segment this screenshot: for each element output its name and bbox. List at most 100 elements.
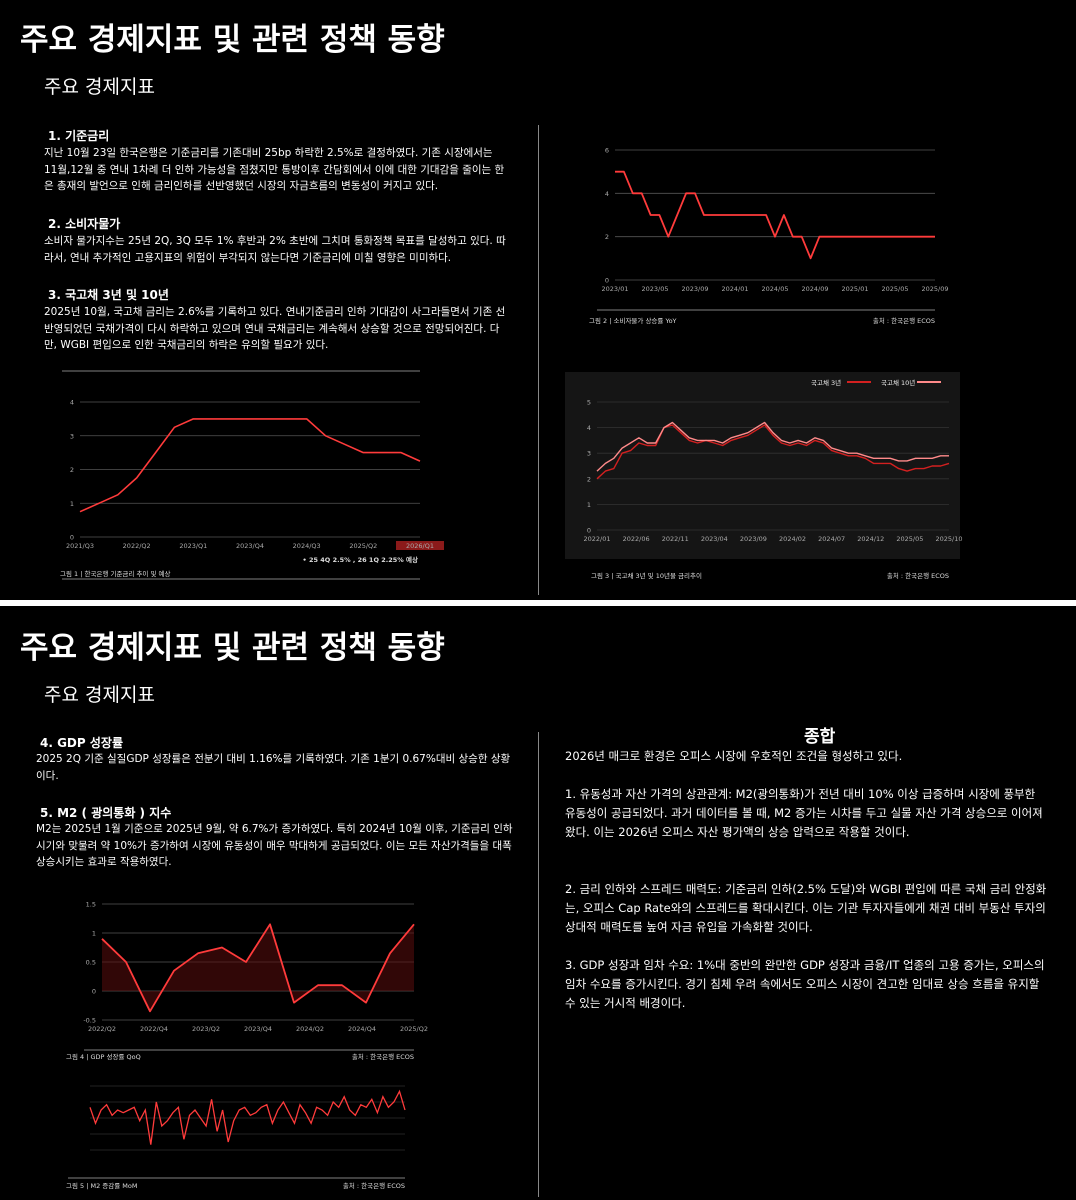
chart-bond-yields: 0 1 2 3 4 5 2022/01 2022/06 2022/11 2023/04 2023/0… <box>565 372 963 580</box>
series-line-1 <box>615 170 935 260</box>
x-tick-label: 2024/Q3 <box>293 542 321 550</box>
x-tick-label: 2022/06 <box>623 535 650 543</box>
chart-cpi: 0 2 4 6 2023/01 2023/05 2023/09 2024/01 2024/05 2… <box>589 147 949 326</box>
y-tick-label: 4 <box>587 424 591 432</box>
chart-caption: 그림 4 | GDP 성장률 QoQ <box>66 1052 141 1061</box>
chart-background <box>565 372 960 559</box>
x-tick-label: 2022/11 <box>662 535 689 543</box>
x-tick-label: 2025/01 <box>841 285 868 293</box>
section-text-gdp: 2025 2Q 기준 실질GDP 성장률은 전분기 대비 1.16%를 기록하였… <box>36 753 511 782</box>
x-tick-label: 2024/07 <box>818 535 845 543</box>
x-tick-label: 2025/09 <box>921 285 948 293</box>
series-line-2 <box>596 421 949 472</box>
chart-note: • 25 4Q 2.5% , 26 1Q 2.25% 예상 <box>303 555 418 564</box>
slide-1: 주요 경제지표 및 관련 정책 동향 주요 경제지표 1. 기준금리 지난 10… <box>0 0 1076 600</box>
highlight-tick-box <box>396 541 444 550</box>
section-heading-cpi: 2. 소비자물가 <box>48 217 121 231</box>
x-tick-label: 2023/01 <box>601 285 628 293</box>
x-tick-label: 2026/Q1 <box>406 542 434 550</box>
x-tick-label: 2022/Q2 <box>88 1025 116 1033</box>
chart-base-rate: 0 1 2 3 4 2021/Q3 2022/Q2 2023/Q1 2023/Q4 2024/Q3… <box>60 370 444 580</box>
section-heading-bond: 3. 국고채 3년 및 10년 <box>48 288 169 302</box>
summary-title: 종합 <box>804 727 836 747</box>
x-tick-label: 2023/04 <box>701 535 728 543</box>
y-tick-label: 1 <box>92 930 96 938</box>
x-tick-label: 2024/01 <box>721 285 748 293</box>
x-tick-label: 2023/09 <box>740 535 767 543</box>
x-tick-label: 2023/Q2 <box>192 1025 220 1033</box>
summary-point-2: 2. 금리 인하와 스프레드 매력도: 기준금리 인하(2.5% 도달)와 WG… <box>565 882 1047 934</box>
y-tick-label: 1.5 <box>86 901 96 909</box>
x-tick-label: 2024/Q4 <box>348 1025 376 1033</box>
y-tick-label: 0 <box>587 527 591 535</box>
series-area <box>102 924 414 1012</box>
x-tick-label: 2022/Q2 <box>123 542 151 550</box>
y-tick-label: 0 <box>92 988 96 996</box>
chart-source: 출처 : 한국은행 ECOS <box>352 1052 414 1061</box>
x-tick-label: 2023/09 <box>681 285 708 293</box>
x-tick-label: 2025/Q2 <box>400 1025 428 1033</box>
chart-caption: 그림 5 | M2 증감률 MoM <box>66 1182 138 1190</box>
y-tick-label: 3 <box>70 432 74 440</box>
x-tick-label: 2024/02 <box>779 535 806 543</box>
section-text-cpi: 소비자 물가지수는 25년 2Q, 3Q 모두 1% 후반과 2% 초반에 그치… <box>44 235 506 264</box>
legend-label: 국고채 3년 <box>811 378 841 387</box>
chart-caption: 그림 2 | 소비자물가 상승률 YoY <box>589 316 677 325</box>
x-tick-label: 2024/12 <box>857 535 884 543</box>
x-tick-label: 2025/05 <box>896 535 923 543</box>
slide-title: 주요 경제지표 및 관련 정책 동향 <box>20 630 445 666</box>
series-line-1 <box>79 418 421 513</box>
chart-source: 출처 : 한국은행 ECOS <box>887 571 949 580</box>
series-line-1 <box>89 1089 406 1145</box>
y-tick-label: 1 <box>70 500 74 508</box>
y-tick-label: 5 <box>587 399 591 407</box>
y-tick-label: 4 <box>70 399 74 407</box>
section-text-rate: 지난 10월 23일 한국은행은 기준금리를 기존대비 25bp 하락한 2.5… <box>44 147 505 192</box>
summary-point-1: 1. 유동성과 자산 가격의 상관관계: M2(광의통화)가 전년 대비 10%… <box>565 787 1043 839</box>
series-line-1 <box>101 923 415 1013</box>
chart-gdp: -0.5 0 0.5 1 1.5 2022/Q2 2022/Q4 2023/Q2 2023/Q4… <box>66 901 428 1062</box>
legend-label: 국고채 10년 <box>881 378 915 387</box>
chart-source: 출처 : 한국은행 ECOS <box>873 316 935 325</box>
y-tick-label: 0 <box>70 534 74 542</box>
y-tick-label: 3 <box>587 450 591 458</box>
y-tick-label: 4 <box>605 190 609 198</box>
slide-subtitle: 주요 경제지표 <box>44 684 155 706</box>
y-tick-label: 1 <box>587 501 591 509</box>
y-tick-label: 2 <box>587 475 591 483</box>
y-tick-label: 0 <box>605 277 609 285</box>
slide-title: 주요 경제지표 및 관련 정책 동향 <box>20 22 445 58</box>
x-tick-label: 2022/Q4 <box>140 1025 168 1033</box>
x-tick-label: 2024/Q2 <box>296 1025 324 1033</box>
y-tick-label: -0.5 <box>83 1017 96 1025</box>
x-tick-label: 2024/09 <box>801 285 828 293</box>
section-text-bond: 2025년 10월, 국고채 금리는 2.6%를 기록하고 있다. 연내기준금리… <box>44 306 506 351</box>
x-tick-label: 2023/Q4 <box>236 542 264 550</box>
summary-intro: 2026년 매크로 환경은 오피스 시장에 우호적인 조건을 형성하고 있다. <box>565 749 903 763</box>
column-divider <box>538 732 539 1197</box>
x-tick-label: 2024/05 <box>761 285 788 293</box>
y-tick-label: 0.5 <box>86 959 96 967</box>
x-tick-label: 2023/Q1 <box>179 542 207 550</box>
x-tick-label: 2021/Q3 <box>66 542 94 550</box>
chart-caption: 그림 1 | 한국은행 기준금리 추이 및 예상 <box>60 569 171 578</box>
y-tick-label: 2 <box>605 233 609 241</box>
y-tick-label: 2 <box>70 466 74 474</box>
section-heading-rate: 1. 기준금리 <box>48 129 110 143</box>
section-heading-m2: 5. M2 ( 광의통화 ) 지수 <box>40 806 172 820</box>
slide-subtitle: 주요 경제지표 <box>44 76 155 98</box>
x-tick-label: 2023/05 <box>641 285 668 293</box>
x-tick-label: 2025/Q2 <box>349 542 377 550</box>
series-line-1 <box>596 424 950 480</box>
x-tick-label: 2025/10 <box>935 535 962 543</box>
section-heading-gdp: 4. GDP 성장률 <box>40 736 123 750</box>
x-tick-label: 2025/05 <box>881 285 908 293</box>
x-tick-label: 2022/01 <box>583 535 610 543</box>
chart-source: 출처 : 한국은행 ECOS <box>343 1181 405 1190</box>
section-text-m2: M2는 2025년 1월 기준으로 2025년 9월, 약 6.7%가 증가하였… <box>36 823 513 868</box>
slide-2: 주요 경제지표 및 관련 정책 동향 주요 경제지표 4. GDP 성장률 20… <box>0 606 1076 1200</box>
y-tick-label: 6 <box>605 147 609 155</box>
x-tick-label: 2023/Q4 <box>244 1025 272 1033</box>
column-divider <box>538 125 539 595</box>
summary-point-3: 3. GDP 성장과 임차 수요: 1%대 중반의 완만한 GDP 성장과 금융… <box>565 958 1045 1010</box>
